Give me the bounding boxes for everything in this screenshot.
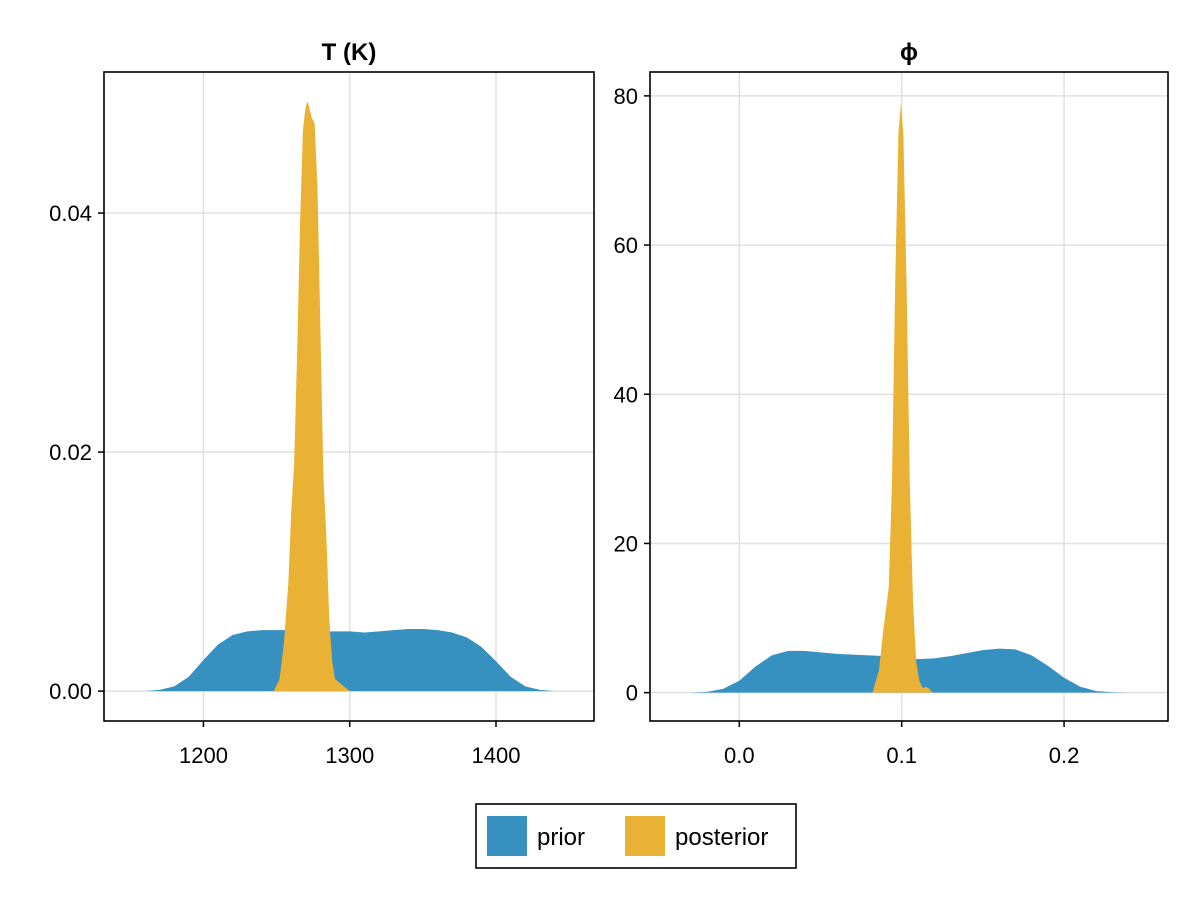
temperature-posterior-area <box>273 101 350 692</box>
legend: prior posterior <box>475 803 797 869</box>
temperature-ytick-label-1: 0.02 <box>49 440 92 465</box>
panel-phi: 0.0 0.1 0.2 0 20 40 60 80 ϕ <box>614 39 1169 768</box>
temperature-xtick-label-2: 1400 <box>472 743 521 768</box>
temperature-prior-area <box>144 628 555 692</box>
phi-xtick-label-2: 0.2 <box>1049 743 1080 768</box>
phi-xtick-label-0: 0.0 <box>724 743 755 768</box>
temperature-xtick-label-1: 1300 <box>325 743 374 768</box>
phi-ytick-label-4: 80 <box>614 84 638 109</box>
temperature-ytick-label-0: 0.00 <box>49 679 92 704</box>
temperature-panel-title: T (K) <box>322 39 377 66</box>
legend-label-posterior: posterior <box>675 824 768 851</box>
temperature-xtick-label-0: 1200 <box>179 743 228 768</box>
phi-posterior-area <box>872 103 933 693</box>
phi-panel-title: ϕ <box>900 39 918 66</box>
legend-swatch-posterior <box>625 816 665 856</box>
phi-ytick-label-0: 0 <box>626 681 638 706</box>
panel-temperature: 1200 1300 1400 0.00 0.02 0.04 T (K) <box>49 39 595 768</box>
phi-axes-frame <box>649 71 1169 722</box>
phi-ytick-label-2: 40 <box>614 382 638 407</box>
phi-ytick-label-1: 20 <box>614 531 638 556</box>
phi-ytick-label-3: 60 <box>614 233 638 258</box>
phi-xtick-label-1: 0.1 <box>886 743 917 768</box>
legend-swatch-prior <box>487 816 527 856</box>
temperature-ytick-label-2: 0.04 <box>49 201 92 226</box>
legend-label-prior: prior <box>537 824 585 851</box>
